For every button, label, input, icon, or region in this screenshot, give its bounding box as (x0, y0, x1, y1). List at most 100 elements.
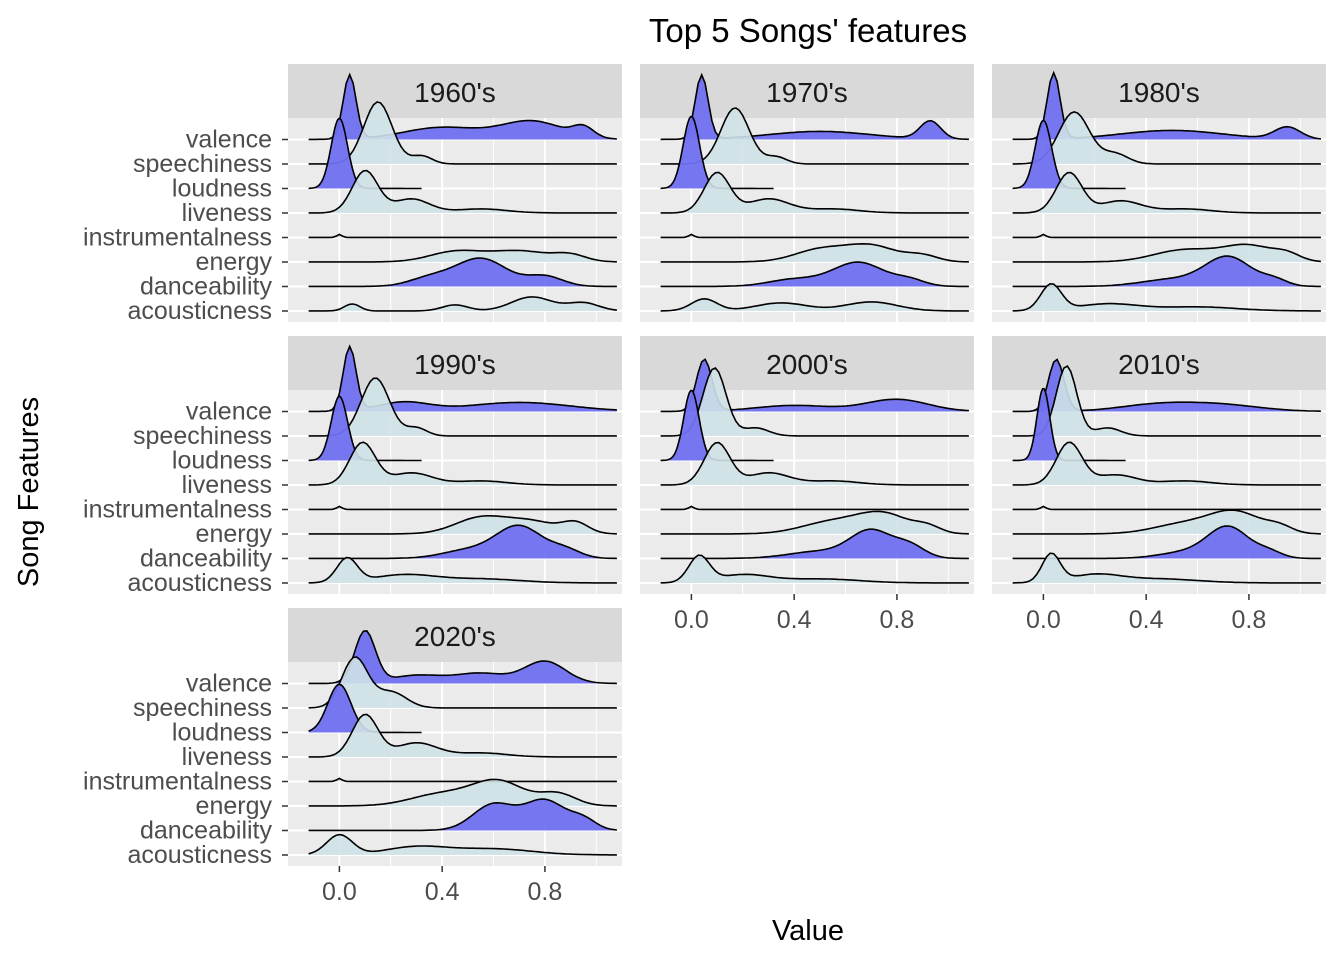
ridge-outline-valence (660, 72, 969, 141)
facet-panel: 2020's acousticnessdanceabilityenergyinst… (83, 608, 622, 906)
ridge-danceability (1012, 256, 1321, 287)
y-tick-label-loudness: loudness (172, 447, 272, 475)
ridge-energy (1012, 244, 1321, 262)
x-tick-label: 0.0 (1026, 606, 1061, 634)
ridge-speechiness (308, 102, 617, 164)
ridge-loudness (660, 390, 774, 461)
y-tick-label-instrumentalness: instrumentalness (83, 224, 272, 252)
ridge-outline-speechiness (660, 107, 969, 165)
ridge-valence (308, 630, 617, 684)
y-tick-label-speechiness: speechiness (133, 422, 272, 450)
ridge-danceability (660, 529, 969, 559)
ridge-liveness (1012, 442, 1321, 485)
ridge-outline-liveness (308, 713, 617, 758)
facet-label: 2010's (1118, 349, 1200, 380)
ridge-outline-speechiness (308, 101, 617, 165)
facet-panel: 2010's 0.0 0.4 0.8 (992, 336, 1326, 634)
ridge-liveness (1012, 172, 1321, 213)
ridge-outline-danceability (308, 524, 617, 560)
facet-panel: 1980's (992, 64, 1326, 322)
ridge-outline-instrumentalness (308, 777, 617, 783)
y-tick-label-instrumentalness: instrumentalness (83, 768, 272, 796)
facet-panel: 1970's (640, 64, 974, 322)
ridge-outline-instrumentalness (1012, 233, 1321, 239)
ridge-valence (308, 74, 617, 140)
ridge-outline-speechiness (308, 656, 617, 709)
y-tick-label-energy: energy (196, 248, 273, 276)
ridge-outline-danceability (660, 528, 969, 560)
ridge-outline-valence (308, 344, 617, 413)
y-tick-label-speechiness: speechiness (133, 694, 272, 722)
ridge-liveness (308, 714, 617, 757)
y-tick-label-loudness: loudness (172, 175, 272, 203)
ridge-speechiness (1012, 111, 1321, 164)
y-tick-label-liveness: liveness (182, 199, 272, 227)
ridge-outline-energy (1012, 509, 1321, 535)
ridge-outline-liveness (1012, 441, 1321, 486)
y-tick-label-energy: energy (196, 520, 273, 548)
x-tick-label: 0.4 (777, 606, 812, 634)
ridge-liveness (308, 442, 617, 485)
y-tick-label-danceability: danceability (140, 817, 273, 845)
ridge-outline-valence (308, 72, 617, 141)
ridge-outline-valence (308, 630, 617, 685)
facet-panel: 2000's 0.0 0.4 0.8 (640, 336, 974, 634)
facet-label: 1970's (766, 77, 848, 108)
y-tick-label-valence: valence (186, 398, 272, 426)
ridge-outline-energy (1012, 243, 1321, 263)
ridge-energy (1012, 510, 1321, 534)
ridge-outline-liveness (1012, 171, 1321, 214)
y-tick-label-valence: valence (186, 126, 272, 154)
ridge-liveness (660, 442, 969, 485)
y-axis-title: Song Features (13, 397, 45, 587)
y-tick-label-valence: valence (186, 670, 272, 698)
y-tick-label-energy: energy (196, 792, 273, 820)
facet-panel: 1960's acousticnessdanceabilityenergyinst… (83, 64, 622, 325)
ridge-danceability (308, 525, 617, 559)
ridge-outline-liveness (308, 441, 617, 486)
ridge-outline-energy (660, 242, 969, 263)
ridge-danceability (660, 262, 969, 287)
ridge-acousticness (1012, 283, 1321, 311)
x-axis-title: Value (772, 915, 844, 947)
ridge-outline-instrumentalness (660, 505, 969, 511)
ridge-outline-energy (308, 515, 617, 535)
x-tick-label: 0.8 (880, 606, 915, 634)
ridge-outline-acousticness (1012, 552, 1321, 584)
ridge-loudness (1012, 120, 1126, 189)
ridge-outline-energy (660, 510, 969, 535)
y-tick-label-acousticness: acousticness (127, 297, 272, 325)
ridge-loudness (308, 396, 422, 461)
y-tick-label-acousticness: acousticness (127, 841, 272, 869)
facet-strip (288, 608, 622, 662)
x-tick-label: 0.0 (674, 606, 709, 634)
ridge-outline-liveness (660, 171, 969, 214)
y-tick-label-loudness: loudness (172, 719, 272, 747)
ridge-energy (308, 515, 617, 534)
x-tick-label: 0.8 (528, 878, 563, 906)
ridge-outline-acousticness (660, 554, 969, 584)
ridge-speechiness (308, 657, 617, 708)
y-tick-label-danceability: danceability (140, 545, 273, 573)
ridge-outline-acousticness (308, 833, 617, 856)
ridge-outline-energy (308, 778, 617, 807)
y-tick-label-liveness: liveness (182, 471, 272, 499)
ridge-loudness (660, 116, 774, 189)
facet-panels: 1960'sacousticnessdanceabilityenergyinst… (83, 64, 1326, 906)
ridge-energy (660, 243, 969, 262)
ridge-outline-speechiness (1012, 111, 1321, 165)
ridge-acousticness (660, 298, 969, 311)
ridge-outline-instrumentalness (308, 233, 617, 239)
ridge-outline-acousticness (308, 556, 617, 584)
ridge-outline-danceability (1012, 255, 1321, 288)
y-tick-label-instrumentalness: instrumentalness (83, 496, 272, 524)
ridge-outline-speechiness (1012, 365, 1321, 437)
y-tick-label-speechiness: speechiness (133, 150, 272, 178)
ridge-outline-acousticness (308, 296, 618, 312)
ridge-speechiness (1012, 366, 1321, 436)
ridge-liveness (660, 172, 969, 213)
y-tick-label-danceability: danceability (140, 273, 273, 301)
ridge-outline-liveness (308, 169, 617, 214)
ridge-outline-danceability (1012, 525, 1321, 560)
facet-label: 2020's (414, 621, 496, 652)
